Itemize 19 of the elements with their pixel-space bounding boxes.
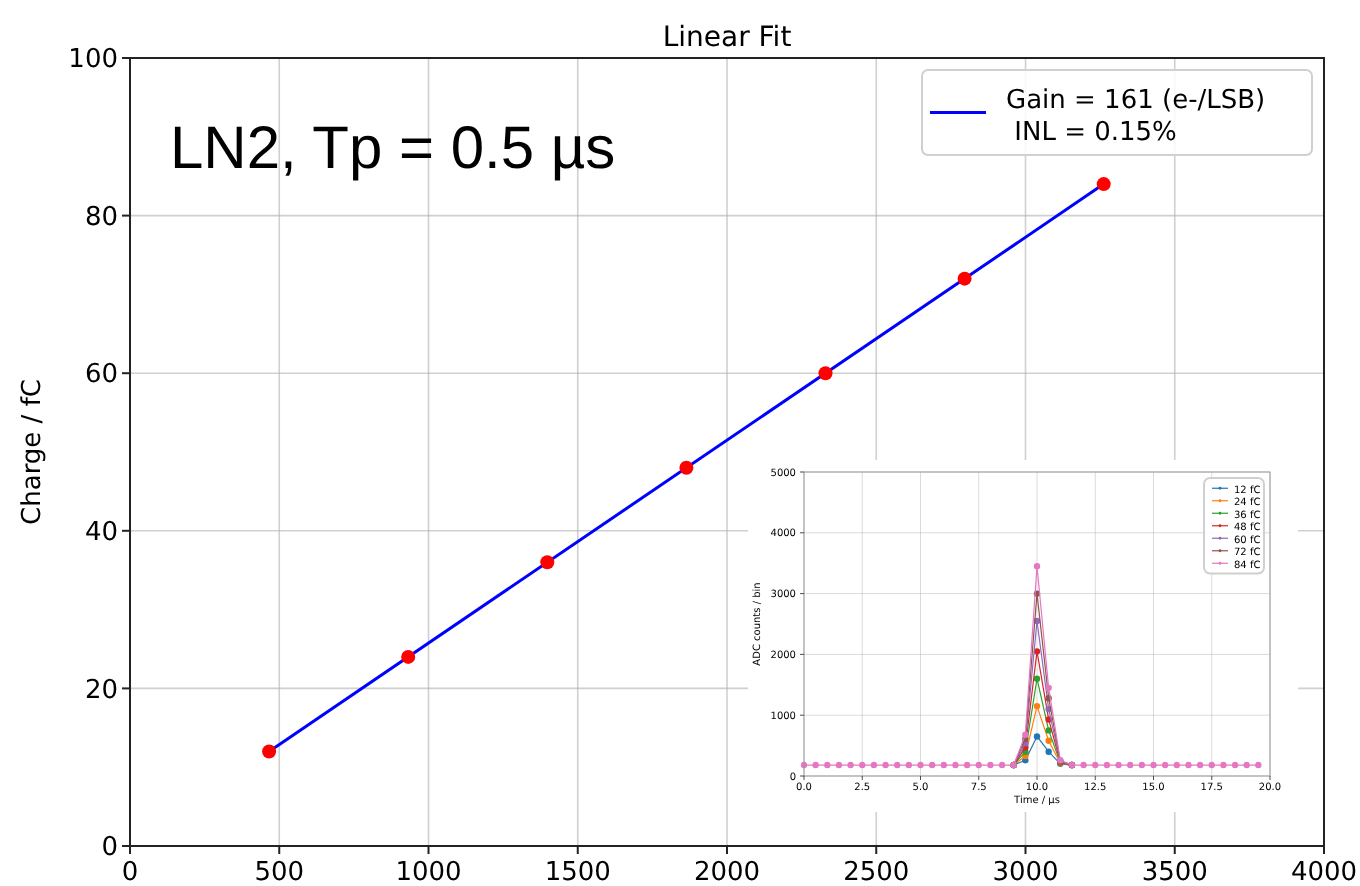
x-tick-label: 3500 [1141, 858, 1208, 886]
x-tick-label: 3000 [992, 858, 1059, 886]
y-tick-label: 60 [84, 360, 118, 391]
x-tick-label: 0 [121, 858, 139, 886]
y-tick-label: 80 [84, 202, 118, 233]
chart-title: Linear Fit [662, 22, 793, 54]
x-tick-label: 4000 [1290, 858, 1358, 886]
x-tick-label: 2000 [693, 858, 761, 886]
y-tick-label: 100 [68, 45, 118, 76]
x-tick-label: 2500 [843, 858, 910, 886]
y-tick-label: 0 [101, 833, 118, 864]
y-axis-title: Charge / fC [18, 379, 48, 525]
y-tick-label: 40 [84, 517, 118, 548]
x-tick-label: 1000 [395, 858, 462, 886]
legend-label: Gain = 161 (e-/LSB) INL = 0.15% [1006, 85, 1266, 149]
y-tick-label: 20 [84, 675, 118, 706]
annotation: LN2, Tp = 0.5 µs [170, 116, 616, 182]
x-tick-label: 500 [254, 858, 305, 886]
x-tick-label: 1500 [544, 858, 611, 886]
